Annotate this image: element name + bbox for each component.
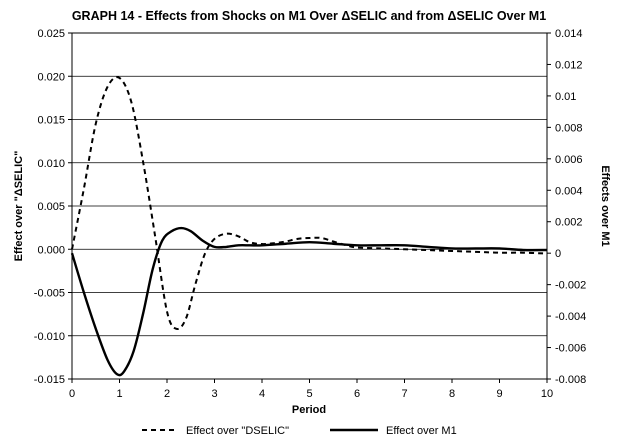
- right-y-tick-label: 0.008: [555, 122, 583, 134]
- left-y-tick-label: 0.005: [37, 201, 65, 213]
- chart-title: GRAPH 14 - Effects from Shocks on M1 Ove…: [72, 9, 546, 23]
- x-tick-label: 9: [496, 388, 502, 400]
- right-y-tick-label: -0.006: [555, 343, 586, 355]
- series-line-dselic: [71, 76, 548, 331]
- left-y-tick-label: 0.020: [37, 71, 65, 83]
- left-y-tick-label: 0.025: [37, 28, 65, 40]
- x-tick-label: 7: [401, 388, 407, 400]
- gridlines: [72, 32, 547, 380]
- right-y-tick-label: 0: [555, 248, 561, 260]
- x-tick-label: 5: [306, 388, 312, 400]
- right-y-tick-label: -0.002: [555, 280, 586, 292]
- x-tick-label: 3: [211, 388, 217, 400]
- legend-label-m1: Effect over M1: [386, 425, 457, 437]
- x-tick-label: 0: [69, 388, 75, 400]
- x-axis-label: Period: [292, 404, 326, 416]
- x-tick-label: 4: [259, 388, 265, 400]
- series-layer: [70, 76, 548, 377]
- left-y-tick-label: 0.000: [37, 244, 65, 256]
- left-y-tick-label: -0.015: [34, 374, 65, 386]
- right-y-tick-label: -0.008: [555, 374, 586, 386]
- left-y-tick-label: -0.005: [34, 288, 65, 300]
- left-y-tick-label: -0.010: [34, 331, 65, 343]
- x-tick-label: 6: [354, 388, 360, 400]
- right-y-tick-label: 0.004: [555, 185, 583, 197]
- legend: Effect over "DSELIC" Effect over M1: [142, 425, 457, 437]
- right-y-tick-label: 0.012: [555, 59, 583, 71]
- legend-label-dselic: Effect over "DSELIC": [186, 425, 289, 437]
- x-tick-label: 10: [541, 388, 553, 400]
- series-line-m1: [70, 226, 548, 377]
- left-y-tick-label: 0.010: [37, 158, 65, 170]
- x-axis-ticks: 0 1 2 3 4 5 6 7 8 9 10: [69, 379, 553, 400]
- x-tick-label: 2: [164, 388, 170, 400]
- left-y-tick-label: 0.015: [37, 115, 65, 127]
- right-y-axis-label: Effects over M1: [599, 165, 611, 246]
- right-y-tick-label: 0.002: [555, 217, 583, 229]
- right-y-tick-label: 0.01: [555, 91, 576, 103]
- right-y-tick-label: 0.006: [555, 154, 583, 166]
- right-y-axis-ticks: 0.014 0.012 0.01 0.008 0.006 0.004 0.002 0 -0.00…: [547, 28, 586, 386]
- x-tick-label: 8: [449, 388, 455, 400]
- left-y-axis-label: Effect over "ΔSELIC": [13, 151, 25, 262]
- right-y-tick-label: 0.014: [555, 28, 583, 40]
- right-y-tick-label: -0.004: [555, 311, 586, 323]
- left-y-axis-ticks: 0.025 0.020 0.015 0.010 0.005 0.000 -0.005 -0.0…: [34, 28, 72, 386]
- x-tick-label: 1: [116, 388, 122, 400]
